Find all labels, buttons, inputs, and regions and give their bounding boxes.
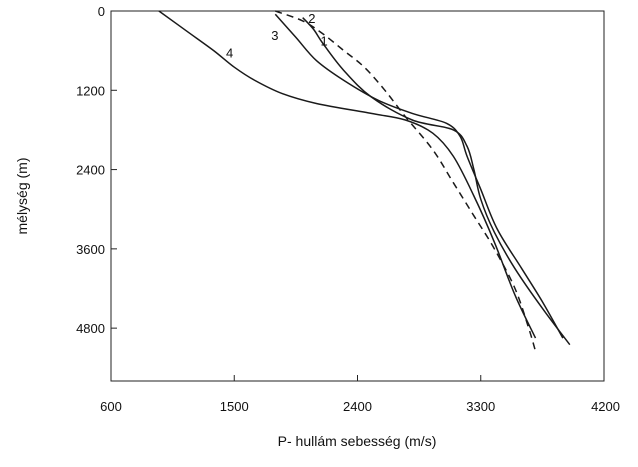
series-label-2: 2	[308, 11, 315, 26]
series-labels: 12 3 4	[226, 11, 328, 60]
series-label-3: 3	[271, 28, 278, 43]
y-tick-label: 2400	[76, 163, 105, 178]
axis-ticks	[110, 10, 605, 381]
x-tick-label: 600	[100, 399, 122, 414]
x-tick-label: 1500	[220, 399, 249, 414]
series-line-1	[275, 10, 537, 352]
series-label-1: 1	[321, 33, 328, 48]
series-line-3	[274, 13, 564, 339]
x-tick-label: 3300	[466, 399, 495, 414]
series-line-2	[302, 17, 571, 346]
x-tick-label: 2400	[343, 399, 372, 414]
y-axis-title: mélység (m)	[14, 157, 30, 234]
y-tick-label: 3600	[76, 242, 105, 257]
y-tick-label: 0	[98, 4, 105, 19]
y-tick-label: 4800	[76, 321, 105, 336]
series-label-4: 4	[226, 45, 233, 60]
x-axis-title: P- hullám sebesség (m/s)	[278, 433, 437, 449]
series-lines	[158, 10, 571, 352]
axis-tick-labels: 600 1500 2400 3300 4200 0 1200 2400 3600 4800	[76, 4, 620, 414]
series-line-4	[158, 10, 537, 339]
x-tick-label: 4200	[591, 399, 620, 414]
y-tick-label: 1200	[76, 83, 105, 98]
